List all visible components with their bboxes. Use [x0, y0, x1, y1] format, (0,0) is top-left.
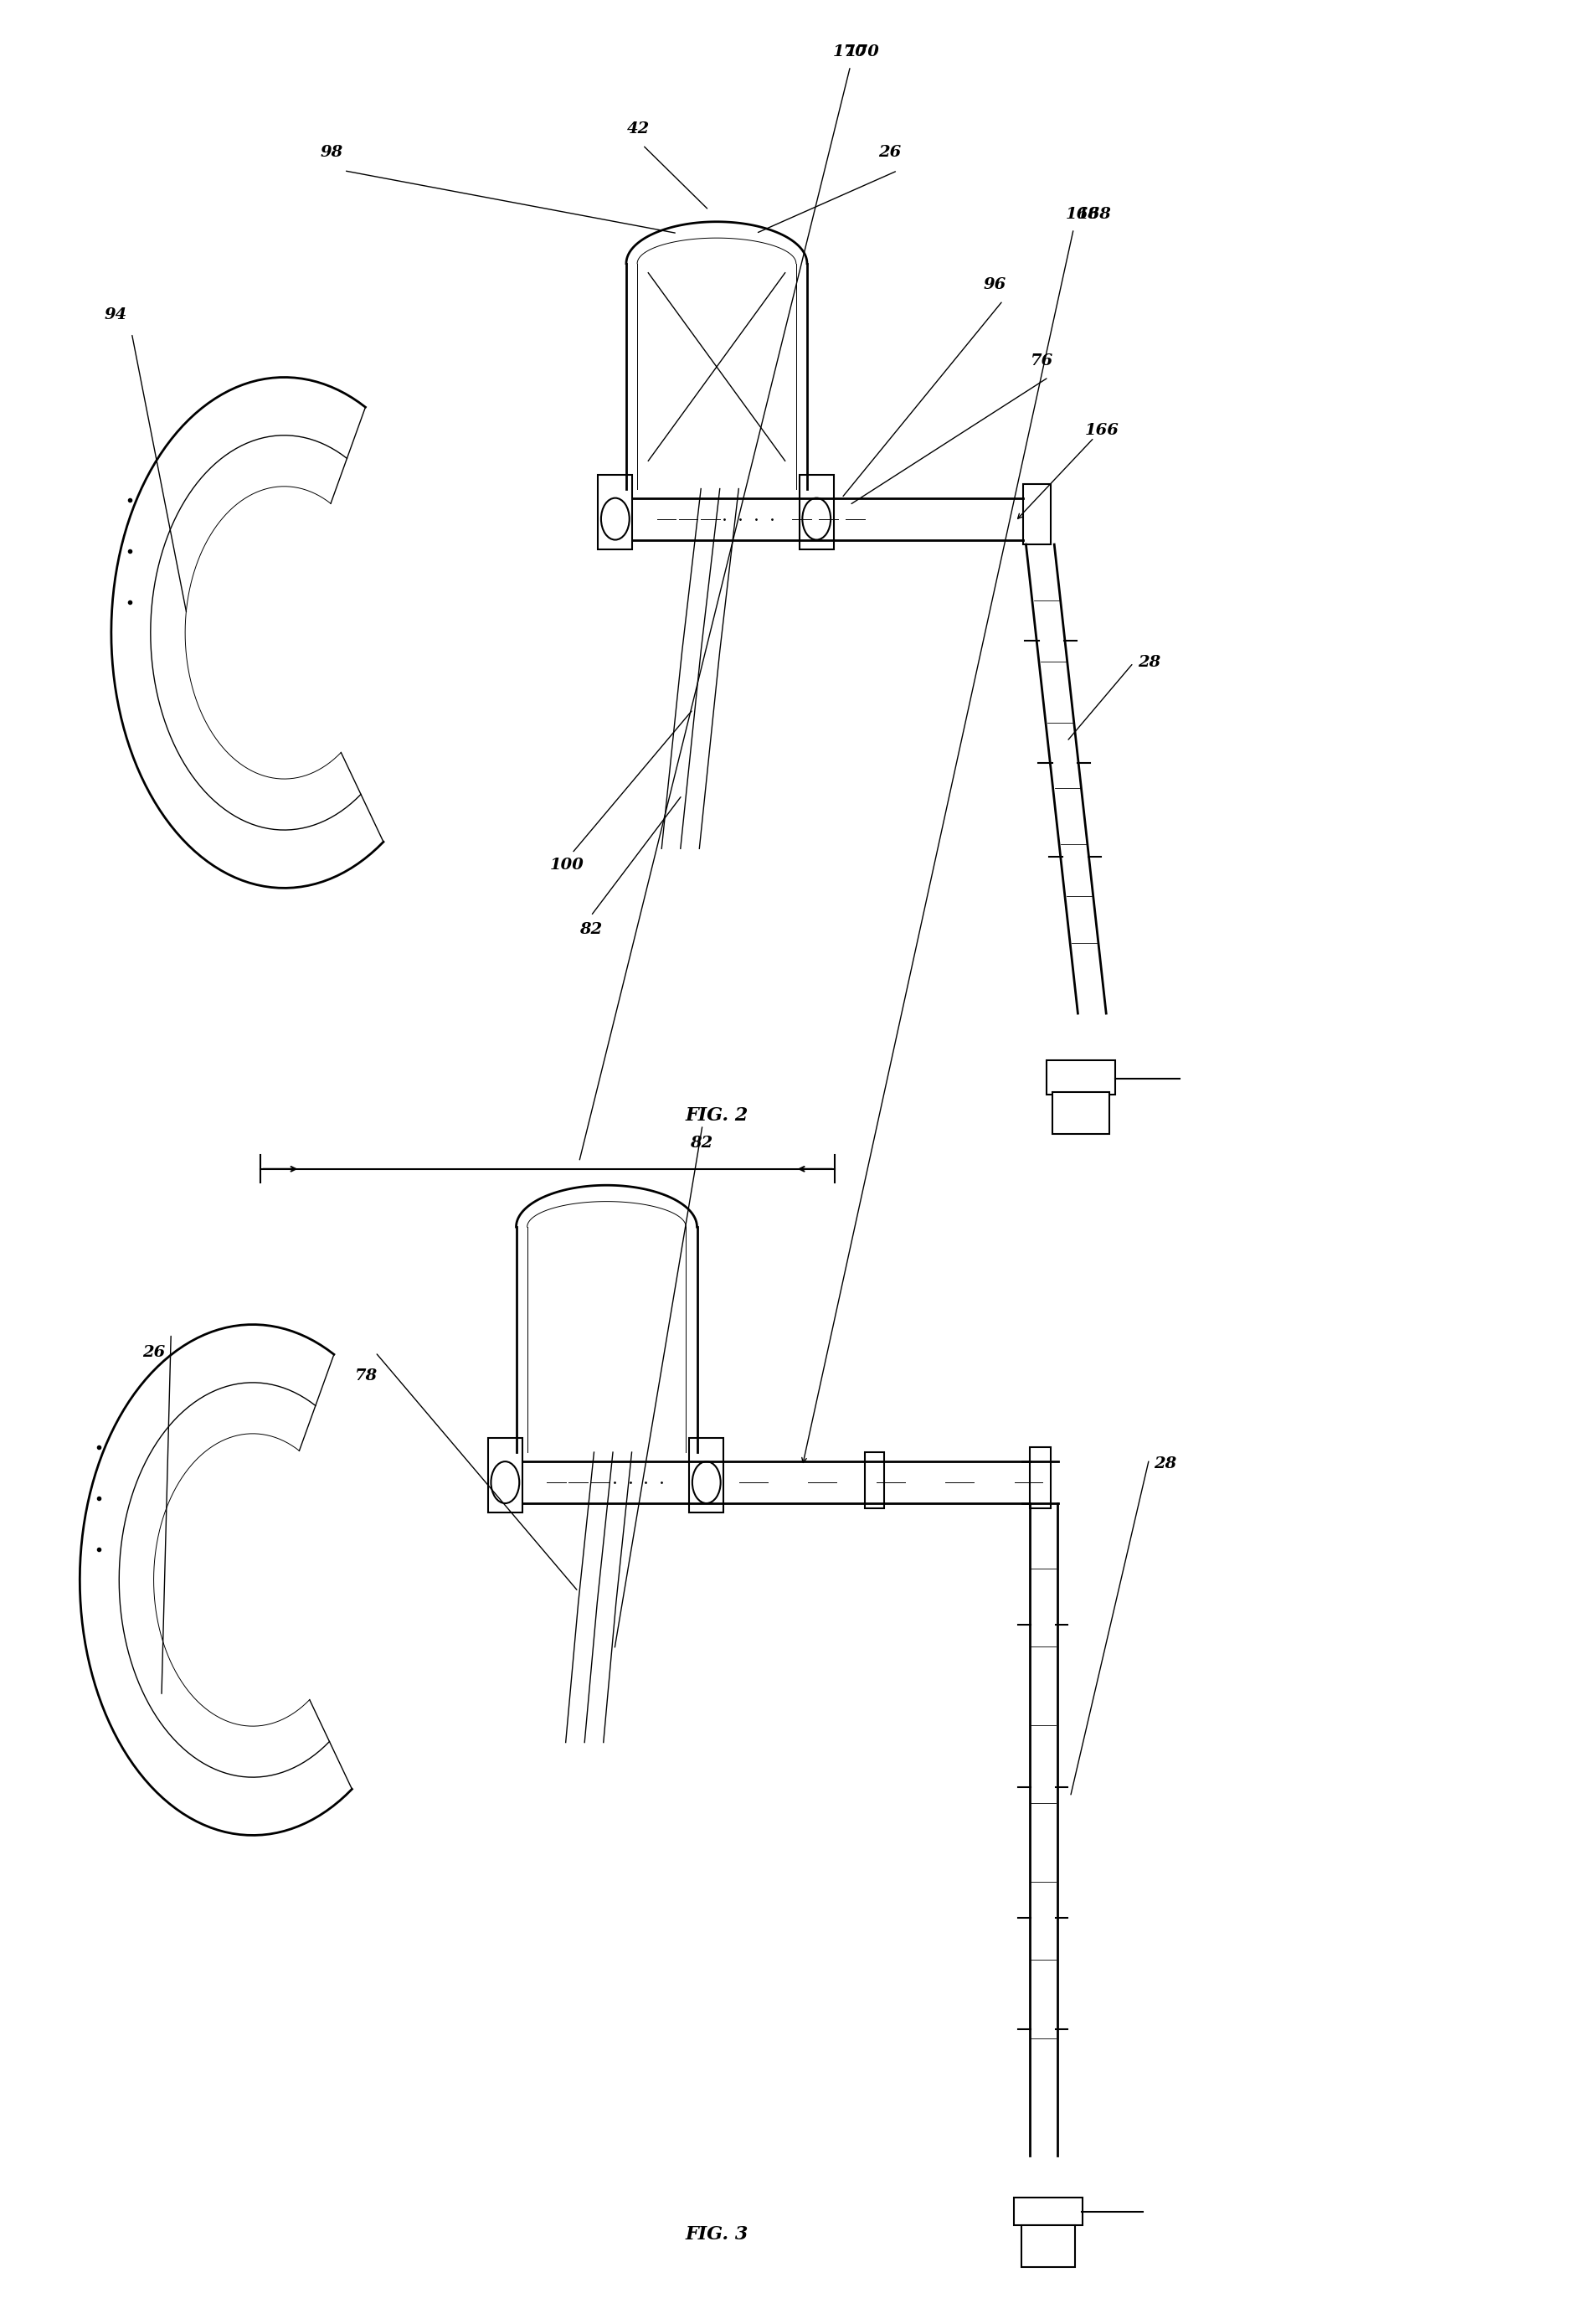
Text: 96: 96 — [984, 277, 1006, 293]
Text: 78: 78 — [354, 1369, 378, 1383]
Bar — [798, 474, 833, 548]
Bar — [1023, 483, 1050, 544]
Text: 168: 168 — [1077, 207, 1111, 223]
Text: 170: 170 — [845, 44, 880, 60]
Bar — [689, 1439, 724, 1513]
Text: FIG. 2: FIG. 2 — [685, 1106, 748, 1125]
Bar — [1022, 2226, 1075, 2268]
Text: 170: 170 — [833, 44, 867, 60]
Text: 26: 26 — [142, 1346, 165, 1360]
Bar — [1029, 1448, 1050, 1508]
Text: 82: 82 — [689, 1136, 711, 1150]
Bar — [488, 1439, 523, 1513]
Text: 26: 26 — [878, 144, 900, 160]
Text: 42: 42 — [626, 121, 648, 137]
Text: 166: 166 — [1084, 423, 1119, 439]
Text: 82: 82 — [579, 923, 601, 937]
Bar — [598, 474, 633, 548]
Bar — [1045, 1060, 1114, 1095]
Text: FIG. 3: FIG. 3 — [685, 2226, 748, 2245]
Bar — [1051, 1092, 1108, 1134]
Text: 94: 94 — [104, 307, 127, 323]
Text: 168: 168 — [1066, 207, 1100, 223]
Text: 76: 76 — [1031, 353, 1053, 370]
Text: 28: 28 — [1152, 1457, 1176, 1471]
Text: 98: 98 — [320, 144, 343, 160]
Bar — [864, 1452, 885, 1508]
Bar — [1014, 2199, 1083, 2226]
Text: 28: 28 — [1136, 655, 1160, 669]
Text: 100: 100 — [549, 858, 584, 872]
